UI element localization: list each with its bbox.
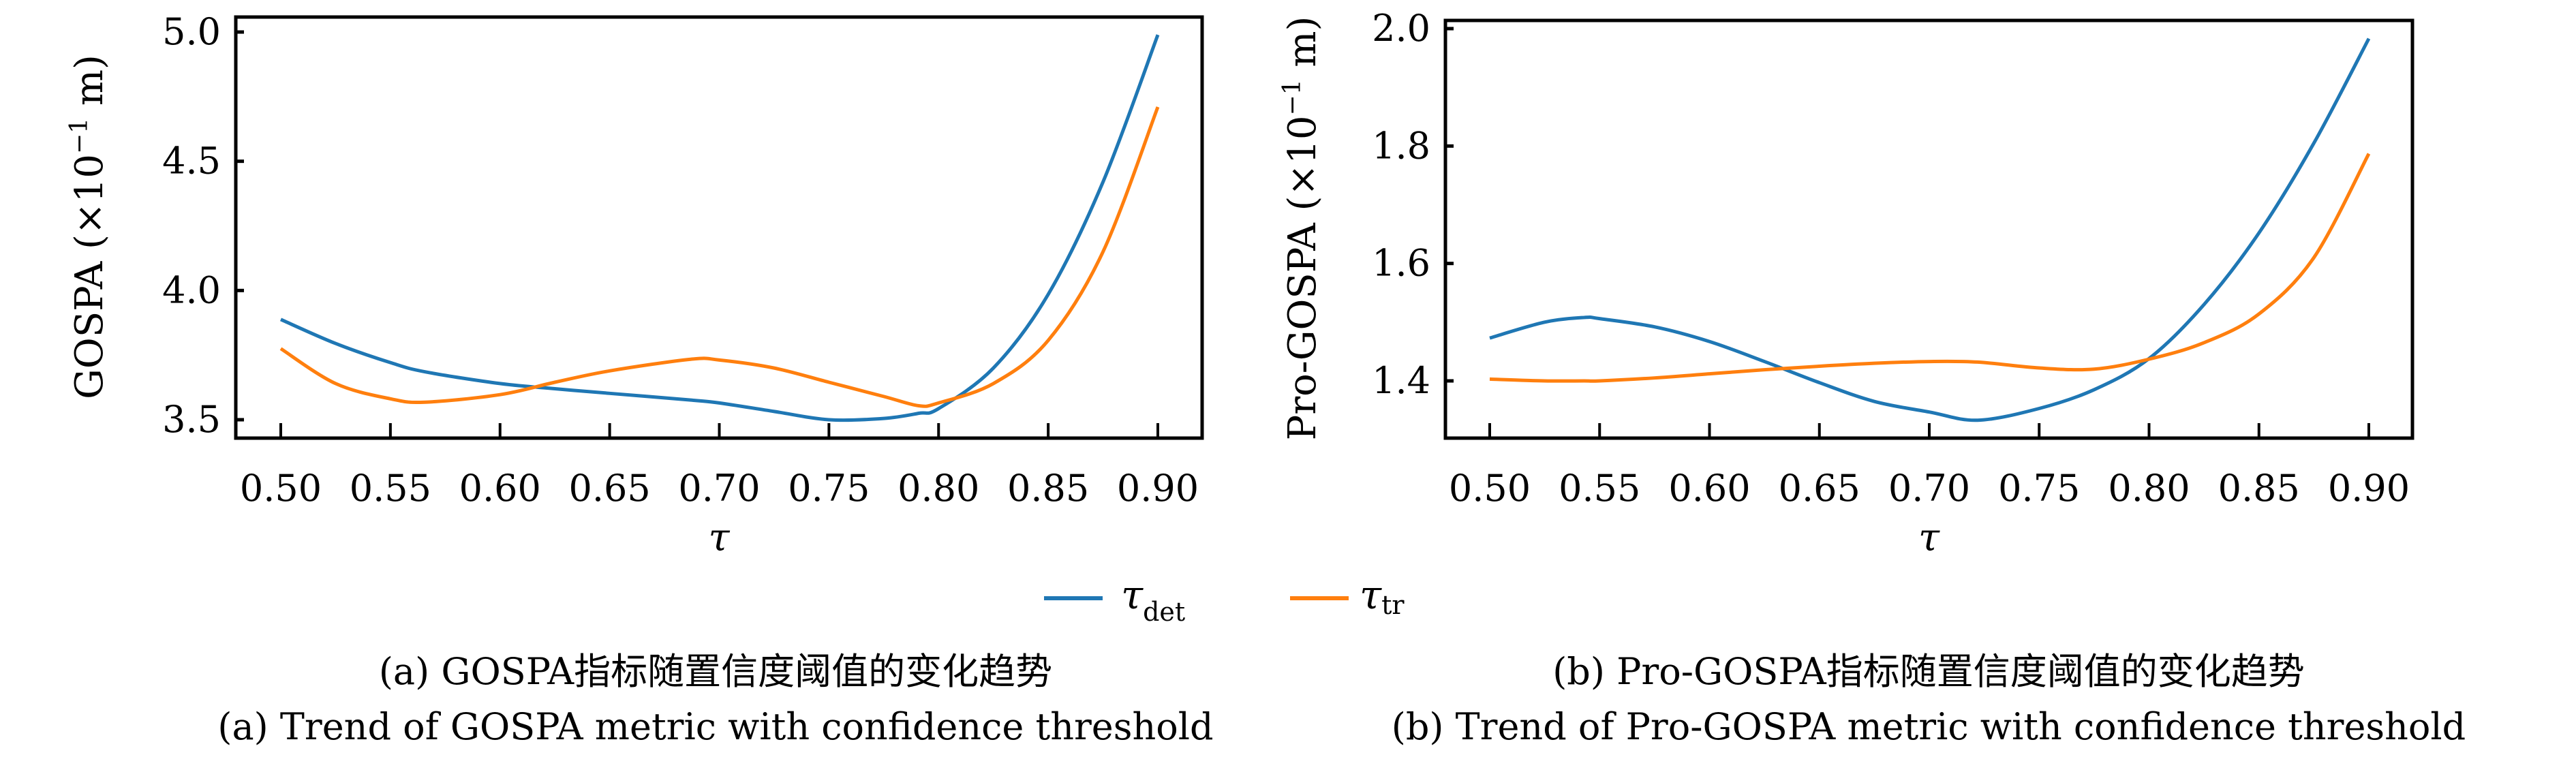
plot-lines-b [1489,37,2371,422]
y-axis-label-b: Pro-GOSPA (×10−1 m) [1278,16,1325,441]
x-tick-label: 0.55 [350,467,431,510]
legend-symbol-det: τ [1121,572,1144,618]
x-tick-label: 0.85 [1007,467,1089,510]
legend-item-det: τdet [1044,572,1185,627]
y-tick-label: 1.8 [1372,124,1430,167]
x-tick-label: 0.75 [1998,467,2080,510]
x-tick-label: 0.70 [678,467,760,510]
y-tick-label: 1.4 [1372,359,1430,402]
x-axis-label-b: τ [1918,516,1940,560]
caption-en-b: (b) Trend of Pro-GOSPA metric with confi… [1392,705,2466,748]
y-axis-label-sup-b: −1 [1278,79,1306,115]
series-line-a-det [279,34,1160,422]
axes-frame-a [234,15,1204,440]
x-tick-label: 0.65 [1779,467,1860,510]
y-ticks-a: 3.5 4.0 4.5 5.0 [162,10,244,441]
x-tick-label: 0.70 [1888,467,1970,510]
y-axis-label-main-b: Pro-GOSPA (×10 [1281,115,1325,440]
caption-en-a: (a) Trend of GOSPA metric with confidenc… [217,705,1213,748]
x-tick-label: 0.60 [459,467,541,510]
legend-label-det: τdet [1121,572,1185,627]
legend-item-tr: τtr [1290,572,1405,620]
x-tick-label: 0.80 [898,467,979,510]
x-tick-label: 0.75 [788,467,870,510]
legend-label-tr: τtr [1360,572,1405,620]
y-axis-label-main-a: GOSPA (×10 [67,154,112,399]
series-line-a-tr [279,106,1160,408]
caption-cn-a: (a) GOSPA指标随置信度阈值的变化趋势 [379,650,1052,693]
x-tick-label: 0.80 [2108,467,2190,510]
legend-symbol-tr: τ [1360,572,1382,618]
x-tick-label: 0.65 [569,467,651,510]
chart-panel-b: 0.50 0.55 0.60 0.65 0.70 0.75 0.80 0.85 0.90 1.4… [1278,7,2466,748]
series-line-b-det [1489,37,2371,422]
y-tick-label: 2.0 [1372,7,1430,50]
x-tick-label: 0.90 [1117,467,1199,510]
x-axis-label-a: τ [709,516,731,560]
plot-lines-a [279,34,1160,422]
x-tick-label: 0.85 [2218,467,2300,510]
x-tick-label: 0.50 [1449,467,1531,510]
y-tick-label: 5.0 [162,10,221,53]
x-ticks-b: 0.50 0.55 0.60 0.65 0.70 0.75 0.80 0.85 0.90 [1449,423,2410,510]
legend: τdet τtr [1044,572,1405,627]
y-tick-label: 4.0 [162,268,221,311]
chart-panel-a: 0.50 0.55 0.60 0.65 0.70 0.75 0.80 0.85 0.90 3.5… [65,10,1214,748]
x-tick-label: 0.60 [1668,467,1750,510]
caption-cn-b: (b) Pro-GOSPA指标随置信度阈值的变化趋势 [1552,650,2305,693]
x-ticks-a: 0.50 0.55 0.60 0.65 0.70 0.75 0.80 0.85 0.90 [240,423,1199,510]
legend-sub-tr: tr [1381,590,1405,620]
legend-sub-det: det [1143,597,1185,627]
y-tick-label: 1.6 [1372,242,1430,285]
x-tick-label: 0.55 [1559,467,1640,510]
y-tick-label: 3.5 [162,398,221,441]
y-axis-label-tail-b: m) [1281,16,1325,80]
y-axis-label-sup-a: −1 [65,118,93,154]
x-tick-label: 0.50 [240,467,322,510]
y-tick-label: 4.5 [162,140,221,183]
y-axis-label-tail-a: m) [67,55,112,118]
x-tick-label: 0.90 [2328,467,2410,510]
y-ticks-b: 1.4 1.6 1.8 2.0 [1372,7,1454,402]
series-line-b-tr [1489,153,2371,383]
axes-frame-b [1443,18,2414,440]
y-axis-label-a: GOSPA (×10−1 m) [65,55,112,399]
